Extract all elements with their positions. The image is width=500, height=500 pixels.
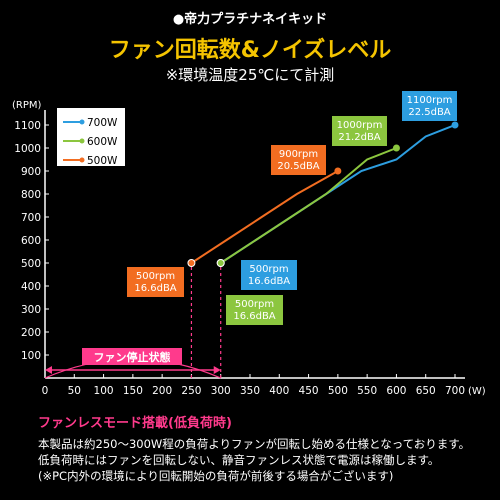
annotation-box — [332, 116, 387, 146]
y-tick-label: 900 — [21, 166, 41, 178]
legend-swatch-dot — [79, 119, 85, 125]
annotation-label: 16.6dBA — [134, 283, 176, 294]
x-tick-label: 500 — [328, 385, 348, 397]
x-tick-label: 600 — [386, 385, 406, 397]
annotation-label: 22.5dBA — [408, 107, 450, 118]
legend-label: 700W — [87, 117, 118, 129]
y-tick-label: 100 — [21, 350, 41, 362]
legend-label: 600W — [87, 136, 118, 148]
fanless-mode-heading: ファンレスモード搭載(低負荷時) — [38, 416, 232, 431]
x-axis-label: (W) — [468, 386, 486, 397]
annotation-label: 16.6dBA — [248, 276, 290, 287]
annotation-box — [241, 260, 297, 290]
y-tick-label: 200 — [21, 327, 41, 339]
fanless-zone-arrowhead-right — [213, 366, 221, 374]
annotation-box — [127, 267, 184, 297]
annotation-label: 20.5dBA — [277, 161, 319, 172]
annotation-label: 1100rpm — [407, 95, 453, 106]
series-start-point — [187, 259, 196, 267]
x-tick-label: 400 — [269, 385, 289, 397]
annotation-label: 21.2dBA — [338, 132, 380, 143]
legend-swatch-dot — [79, 157, 85, 163]
fanless-zone-arrowhead-left — [45, 366, 52, 374]
series-line-500W — [190, 170, 339, 264]
annotation-label: 500rpm — [136, 271, 175, 282]
x-tick-label: 350 — [240, 385, 260, 397]
x-tick-label: 150 — [123, 385, 143, 397]
series-start-point — [216, 259, 225, 267]
series-end-point — [334, 167, 342, 175]
annotation-label: 500rpm — [249, 264, 288, 275]
x-tick-label: 250 — [181, 385, 201, 397]
y-tick-label: 400 — [21, 281, 41, 293]
series-end-point — [451, 121, 459, 129]
fanless-zone-label: ファン停止状態 — [94, 350, 171, 364]
x-tick-label: 0 — [42, 385, 49, 397]
x-tick-label: 50 — [68, 385, 81, 397]
x-tick-label: 550 — [357, 385, 377, 397]
fanless-zone-badge — [82, 348, 182, 365]
y-tick-label: 800 — [21, 189, 41, 201]
legend-label: 500W — [87, 155, 118, 167]
product-name: ●帝力プラチナネイキッド — [172, 12, 328, 27]
description-line: 低負荷時にはファンを回転しない、静音ファンレス状態で電源は稼働します。 — [38, 453, 440, 467]
y-tick-label: 1100 — [14, 120, 41, 132]
annotation-box — [402, 91, 457, 121]
chart-title: ファン回転数&ノイズレベル — [108, 38, 392, 63]
series-end-point — [392, 144, 400, 152]
legend-swatch-dot — [79, 138, 85, 144]
x-tick-label: 200 — [152, 385, 172, 397]
x-tick-label: 300 — [211, 385, 231, 397]
annotation-label: 500rpm — [235, 299, 274, 310]
description-line: (※PC内外の環境により回転開始の負荷が前後する場合がございます) — [38, 469, 394, 483]
x-tick-label: 700 — [445, 385, 465, 397]
y-tick-label: 700 — [21, 212, 41, 224]
y-tick-label: 500 — [21, 258, 41, 270]
x-tick-label: 450 — [299, 385, 319, 397]
y-axis-label: (RPM) — [12, 100, 42, 111]
legend-box — [57, 108, 125, 166]
x-tick-label: 100 — [94, 385, 114, 397]
description-line: 本製品は約250〜300W程の負荷よりファンが回転し始める仕様となっております。 — [38, 437, 471, 451]
y-tick-label: 600 — [21, 235, 41, 247]
y-tick-label: 1000 — [14, 143, 41, 155]
series-line-600W — [220, 147, 397, 264]
fanless-mode-description: 本製品は約250〜300W程の負荷よりファンが回転し始める仕様となっております。… — [38, 436, 470, 484]
annotation-box — [226, 295, 283, 325]
y-tick-label: 300 — [21, 304, 41, 316]
chart-subtitle: ※環境温度25℃にて計測 — [165, 66, 335, 84]
annotation-box — [271, 145, 326, 175]
annotation-label: 16.6dBA — [233, 311, 275, 322]
x-tick-label: 650 — [416, 385, 436, 397]
annotation-label: 900rpm — [279, 149, 318, 160]
annotation-label: 1000rpm — [337, 120, 383, 131]
